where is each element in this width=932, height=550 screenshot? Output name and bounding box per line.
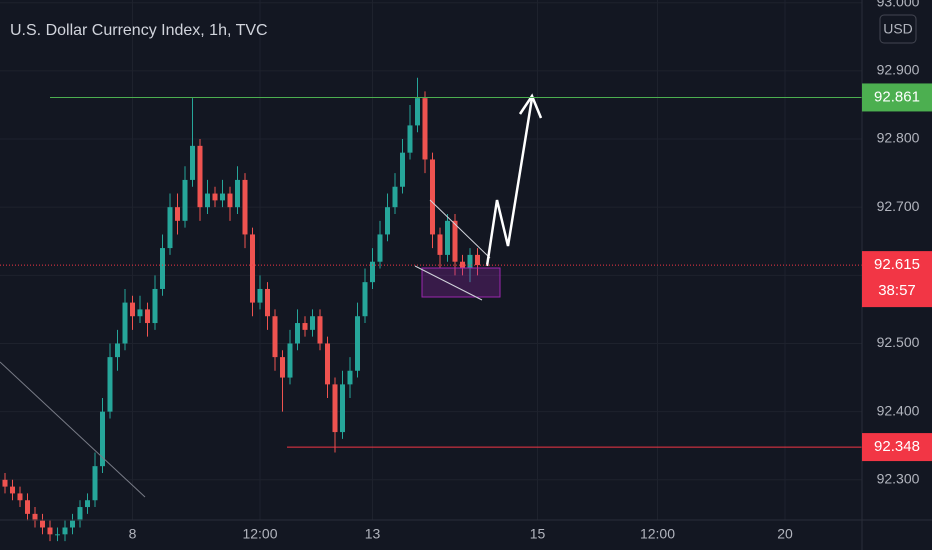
y-tick-label: 92.400 bbox=[877, 402, 920, 418]
candle-body bbox=[2, 479, 8, 487]
candle-body bbox=[227, 193, 233, 208]
price-label-box bbox=[862, 433, 932, 462]
candle-body bbox=[10, 486, 15, 494]
candle-body bbox=[355, 316, 360, 371]
candle-body bbox=[25, 500, 30, 514]
candle-body bbox=[325, 343, 330, 385]
x-tick-label: 12:00 bbox=[242, 526, 277, 542]
candle-body bbox=[257, 288, 263, 303]
candle-body bbox=[77, 507, 83, 521]
candle-body bbox=[430, 159, 435, 235]
candle-body bbox=[302, 323, 308, 330]
candle-body bbox=[190, 145, 195, 180]
candle-body bbox=[250, 234, 255, 303]
x-tick-label: 12:00 bbox=[640, 526, 675, 542]
candle-body bbox=[400, 152, 405, 187]
candle-body bbox=[160, 248, 165, 289]
axis-labels: 92.30092.40092.50092.60092.70092.80092.9… bbox=[129, 0, 932, 542]
candle-body bbox=[310, 316, 315, 330]
candle-body bbox=[92, 466, 98, 501]
y-tick-label: 92.500 bbox=[877, 334, 920, 350]
candle-body bbox=[370, 261, 375, 283]
candle-body bbox=[385, 207, 390, 235]
candle-body bbox=[62, 527, 68, 535]
candle-body bbox=[392, 186, 398, 208]
candle-body bbox=[242, 179, 248, 235]
candle-body bbox=[205, 193, 210, 208]
candle-body bbox=[377, 234, 383, 262]
candle-body bbox=[145, 309, 150, 324]
candle-body bbox=[362, 282, 368, 317]
y-tick-label: 92.800 bbox=[877, 130, 920, 146]
candle-body bbox=[467, 254, 473, 269]
currency-box bbox=[879, 14, 917, 44]
pattern-line bbox=[429, 199, 491, 259]
candle-body bbox=[175, 207, 180, 221]
candle-body bbox=[107, 357, 113, 412]
candle-body bbox=[122, 302, 128, 344]
countdown: 38:57 bbox=[878, 282, 916, 299]
candle-body bbox=[287, 343, 293, 378]
candle-body bbox=[100, 411, 105, 467]
candle-body bbox=[220, 193, 225, 201]
price-label: 92.348 bbox=[874, 438, 920, 455]
candle-body bbox=[197, 145, 203, 208]
candle-body bbox=[182, 179, 188, 221]
candle-body bbox=[475, 254, 480, 266]
candle-body bbox=[235, 179, 240, 208]
y-tick-label: 93.000 bbox=[877, 0, 920, 9]
x-tick-label: 20 bbox=[777, 526, 793, 542]
candle-body bbox=[445, 220, 450, 255]
candle-body bbox=[347, 370, 353, 385]
y-tick-label: 92.900 bbox=[877, 62, 920, 78]
candle-body bbox=[422, 98, 428, 160]
projection-arrow bbox=[485, 97, 534, 267]
candle-body bbox=[152, 288, 158, 324]
candle-body bbox=[272, 316, 278, 358]
candle-body bbox=[437, 234, 443, 255]
candle-body bbox=[317, 316, 323, 344]
candle-body bbox=[407, 125, 413, 153]
candle-body bbox=[332, 384, 338, 433]
last-price-label: 92.615 bbox=[874, 256, 920, 273]
candle-body bbox=[70, 520, 75, 528]
candle-body bbox=[452, 220, 458, 262]
last-price-box bbox=[862, 251, 932, 308]
candle-body bbox=[265, 288, 270, 317]
candle-body bbox=[280, 357, 285, 378]
candle-body bbox=[17, 493, 23, 501]
candle-body bbox=[47, 527, 53, 535]
x-tick-label: 15 bbox=[530, 526, 546, 542]
pattern-line bbox=[414, 265, 483, 301]
candles bbox=[2, 77, 480, 542]
candle-body bbox=[32, 513, 38, 521]
candle-body bbox=[55, 534, 60, 536]
candle-body bbox=[137, 309, 143, 317]
y-tick-label: 92.700 bbox=[877, 198, 920, 214]
x-tick-label: 8 bbox=[129, 526, 137, 542]
x-tick-label: 13 bbox=[365, 526, 381, 542]
candle-body bbox=[167, 207, 173, 249]
candle-body bbox=[415, 98, 420, 126]
overlays bbox=[0, 96, 862, 448]
candle-body bbox=[340, 384, 345, 433]
chart-title: U.S. Dollar Currency Index, 1h, TVC bbox=[10, 22, 268, 39]
candle-body bbox=[130, 302, 135, 317]
currency: USD bbox=[883, 21, 913, 37]
candle-body bbox=[212, 193, 218, 201]
candle-body bbox=[295, 323, 300, 344]
price-label: 92.861 bbox=[874, 88, 920, 105]
candle-body bbox=[85, 500, 90, 508]
candle-body bbox=[115, 343, 120, 358]
arrow-head bbox=[518, 93, 543, 119]
candle-body bbox=[40, 520, 45, 528]
trend-line bbox=[0, 361, 146, 498]
zone-rectangle bbox=[421, 267, 501, 298]
y-tick-label: 92.300 bbox=[877, 470, 920, 486]
price-label-box bbox=[862, 83, 932, 112]
